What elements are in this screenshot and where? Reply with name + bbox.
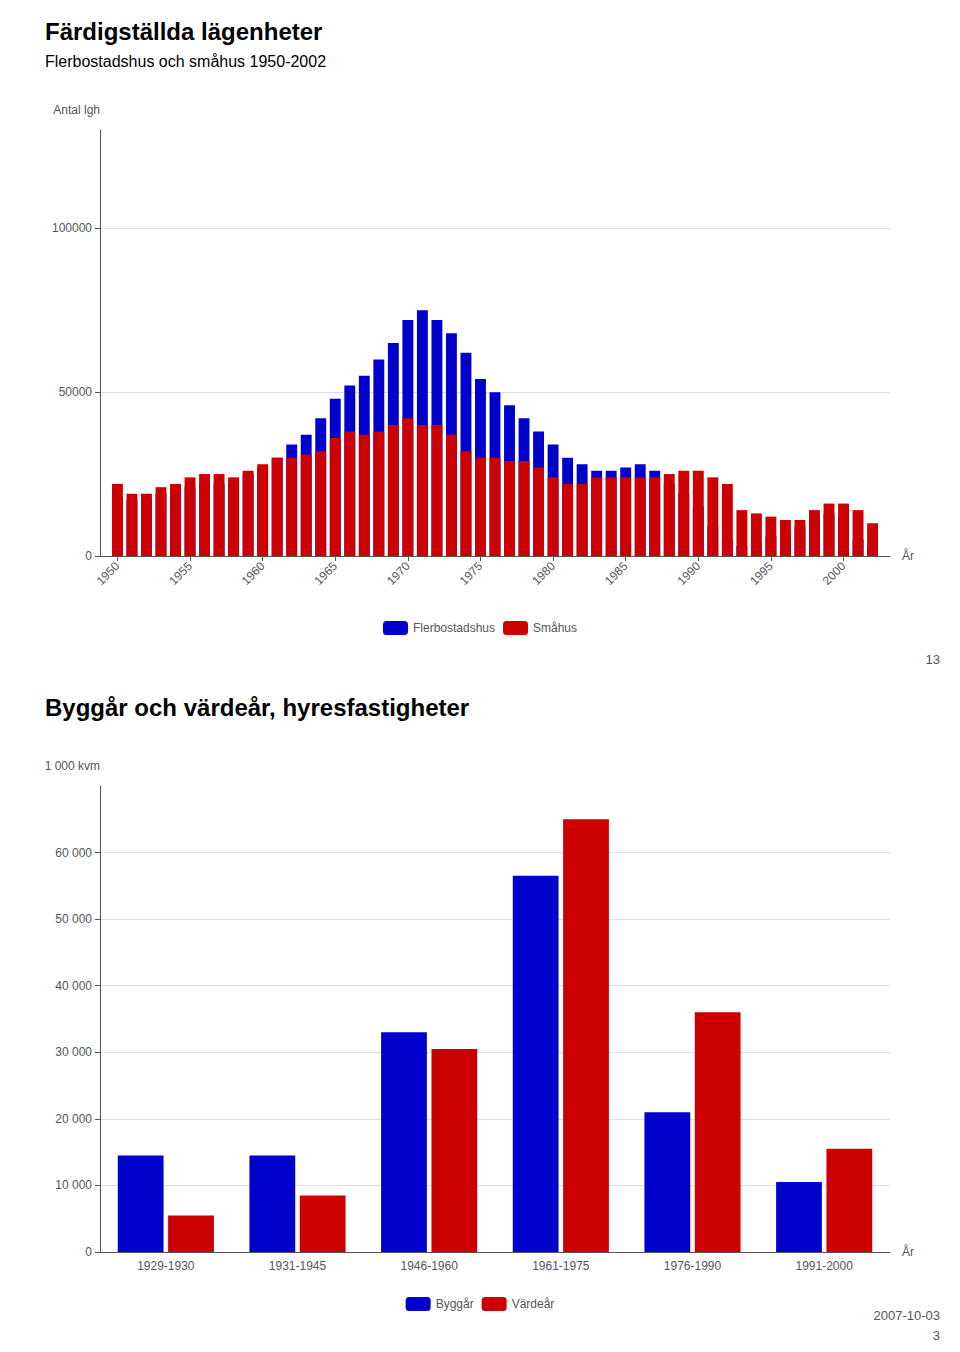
svg-text:2000: 2000 xyxy=(820,559,849,588)
svg-text:Byggår och värdeår, hyresfasti: Byggår och värdeår, hyresfastigheter xyxy=(45,694,469,721)
svg-text:1946-1960: 1946-1960 xyxy=(400,1259,458,1273)
svg-text:1995: 1995 xyxy=(747,559,776,588)
svg-text:13: 13 xyxy=(926,652,940,667)
svg-text:10 000: 10 000 xyxy=(55,1178,92,1192)
svg-text:1976-1990: 1976-1990 xyxy=(664,1259,722,1273)
svg-text:Flerbostadshus och småhus 1950: Flerbostadshus och småhus 1950-2002 xyxy=(45,53,326,70)
svg-text:Småhus: Småhus xyxy=(533,621,577,635)
svg-text:Byggår: Byggår xyxy=(436,1297,474,1311)
svg-text:40 000: 40 000 xyxy=(55,979,92,993)
svg-text:20 000: 20 000 xyxy=(55,1112,92,1126)
svg-text:1980: 1980 xyxy=(529,559,558,588)
svg-text:Flerbostadshus: Flerbostadshus xyxy=(413,621,495,635)
svg-text:1970: 1970 xyxy=(384,559,413,588)
svg-text:År: År xyxy=(902,1244,914,1259)
svg-text:1990: 1990 xyxy=(674,559,703,588)
svg-text:0: 0 xyxy=(85,1245,92,1259)
svg-text:År: År xyxy=(902,548,914,563)
svg-text:1929-1930: 1929-1930 xyxy=(137,1259,195,1273)
svg-text:1991-2000: 1991-2000 xyxy=(795,1259,853,1273)
svg-text:50000: 50000 xyxy=(59,385,93,399)
svg-text:Värdeår: Värdeår xyxy=(512,1297,555,1311)
svg-text:50 000: 50 000 xyxy=(55,912,92,926)
svg-text:1961-1975: 1961-1975 xyxy=(532,1259,590,1273)
svg-text:0: 0 xyxy=(85,549,92,563)
svg-text:1 000 kvm: 1 000 kvm xyxy=(45,759,100,773)
svg-text:2007-10-03: 2007-10-03 xyxy=(874,1308,941,1323)
svg-text:30 000: 30 000 xyxy=(55,1045,92,1059)
svg-text:1985: 1985 xyxy=(602,559,631,588)
svg-text:1975: 1975 xyxy=(457,559,486,588)
svg-text:1960: 1960 xyxy=(239,559,268,588)
svg-text:1955: 1955 xyxy=(166,559,195,588)
svg-text:60 000: 60 000 xyxy=(55,846,92,860)
svg-text:Färdigställda lägenheter: Färdigställda lägenheter xyxy=(45,18,322,45)
svg-text:1950: 1950 xyxy=(94,559,123,588)
svg-text:Antal lgh: Antal lgh xyxy=(53,103,100,117)
svg-text:1931-1945: 1931-1945 xyxy=(269,1259,327,1273)
svg-text:3: 3 xyxy=(933,1328,940,1343)
svg-text:1965: 1965 xyxy=(311,559,340,588)
svg-text:100000: 100000 xyxy=(52,221,92,235)
